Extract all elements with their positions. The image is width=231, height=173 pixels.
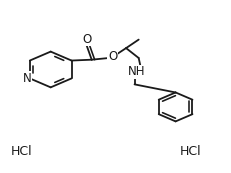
Text: HCl: HCl bbox=[11, 145, 32, 158]
Text: HCl: HCl bbox=[179, 145, 201, 158]
Text: O: O bbox=[107, 50, 117, 63]
Text: N: N bbox=[23, 72, 31, 85]
Text: NH: NH bbox=[128, 65, 145, 78]
Text: O: O bbox=[82, 33, 91, 46]
